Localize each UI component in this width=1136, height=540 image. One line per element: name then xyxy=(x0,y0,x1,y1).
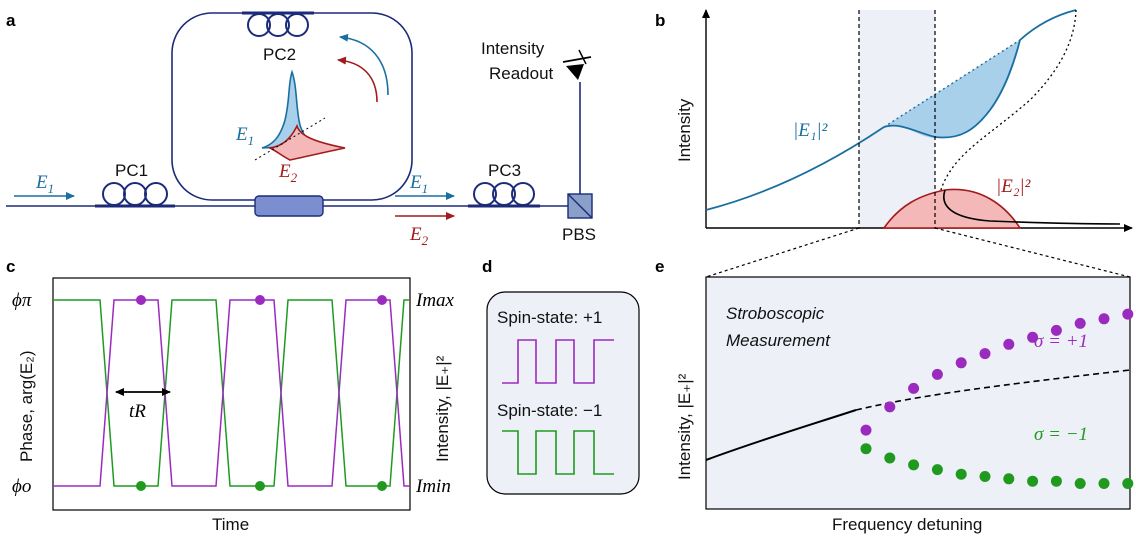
circulation-e2-arrow xyxy=(337,56,378,103)
phi-pi-label: ϕπ xyxy=(12,290,32,311)
photodetector-icon xyxy=(562,49,592,80)
e-dots xyxy=(860,308,1134,489)
panel-label-e: e xyxy=(655,257,664,276)
c-y-label-right: Intensity, |E₊|² xyxy=(433,355,452,462)
i-min-label: Imin xyxy=(415,476,451,497)
panel-label-a: a xyxy=(6,11,16,30)
sigma-minus-point xyxy=(955,468,967,480)
sigma-minus-point xyxy=(931,464,943,476)
pc2-label: PC2 xyxy=(263,45,296,64)
sigma-plus-point xyxy=(1027,331,1039,343)
pulse-e2 xyxy=(267,123,346,161)
zoom-line-left xyxy=(705,227,860,278)
sigma-plus-point xyxy=(884,401,896,413)
e1-curve-lower xyxy=(705,126,885,211)
sigma-plus-point xyxy=(979,348,991,360)
i-max-label: Imax xyxy=(415,290,455,311)
readout-label-line2: Readout xyxy=(489,64,554,83)
e-dashed-curve xyxy=(855,369,1131,411)
b-y-label: Intensity xyxy=(675,98,694,162)
e1-curve-upper xyxy=(883,9,1077,139)
c-x-label: Time xyxy=(212,515,249,534)
sigma-plus-point xyxy=(955,357,967,369)
c-purple-dot xyxy=(377,295,387,305)
e-y-label: Intensity, |E₊|² xyxy=(675,373,694,480)
readout-label-line1: Intensity xyxy=(481,39,545,58)
c-green-dot xyxy=(377,481,387,491)
pc3-label: PC3 xyxy=(488,161,521,180)
pulse-e2-label: E2 xyxy=(278,161,298,185)
panel-label-b: b xyxy=(655,11,665,30)
sigma-plus-point xyxy=(1122,308,1134,320)
c-green-dot xyxy=(136,481,146,491)
zoom-line-right xyxy=(934,227,1131,278)
pbs-label: PBS xyxy=(562,225,596,244)
panel-c: c tR ϕπ ϕo Imax Imin Phase, arg(E₂) Inte… xyxy=(6,257,455,534)
panel-d: d Spin-state: +1 Spin-state: −1 xyxy=(482,257,640,495)
pulse-e1-label: E1 xyxy=(235,124,254,148)
sigma-minus-label: σ = −1 xyxy=(1034,424,1088,445)
fiber-coupler xyxy=(254,195,324,217)
sigma-plus-point xyxy=(860,424,872,436)
b-black-curve xyxy=(943,189,1121,225)
e-solid-curve xyxy=(705,409,857,461)
pc2-loops xyxy=(242,11,314,37)
pc3-loops xyxy=(468,182,540,208)
sigma-plus-point xyxy=(908,382,920,394)
pc1-loops xyxy=(95,182,175,208)
sigma-plus-point xyxy=(1050,324,1062,336)
sigma-minus-point xyxy=(1074,478,1086,489)
e-title-line2: Measurement xyxy=(726,331,831,350)
tr-label: tR xyxy=(129,401,146,422)
sigma-minus-point xyxy=(1122,478,1134,489)
spin-plus-wave xyxy=(502,339,614,384)
sigma-plus-label: σ = +1 xyxy=(1034,331,1088,352)
sigma-minus-point xyxy=(1003,473,1015,485)
pc1-label: PC1 xyxy=(115,161,148,180)
sigma-minus-point xyxy=(860,443,872,455)
sigma-plus-point xyxy=(1003,338,1015,350)
c-y-label-left: Phase, arg(E₂) xyxy=(17,351,36,462)
panel-label-c: c xyxy=(6,257,15,276)
spin-legend-box xyxy=(486,291,640,495)
b-e2-label: |E₂|² xyxy=(996,176,1031,197)
e-x-label: Frequency detuning xyxy=(832,515,982,534)
e1-bistable-region xyxy=(884,40,1020,138)
spin-minus-label: Spin-state: −1 xyxy=(497,401,602,420)
sigma-minus-point xyxy=(884,452,896,464)
sigma-plus-point xyxy=(1074,317,1086,329)
output-e1-label: E1 xyxy=(409,172,428,196)
circulation-e1-arrow xyxy=(339,33,389,96)
sigma-minus-point xyxy=(979,471,991,482)
sigma-minus-point xyxy=(1098,478,1110,489)
e-plot-frame xyxy=(705,276,1131,510)
sigma-minus-point xyxy=(1027,475,1039,487)
c-purple-dot xyxy=(136,295,146,305)
e2-region xyxy=(882,188,1022,229)
output-e2-label: E2 xyxy=(409,224,429,248)
spin-plus-label: Spin-state: +1 xyxy=(497,308,602,327)
phi-o-label: ϕo xyxy=(12,476,31,497)
sigma-minus-point xyxy=(1050,475,1062,487)
input-e1-label: E1 xyxy=(35,172,54,196)
sigma-plus-point xyxy=(1098,313,1110,325)
panel-label-d: d xyxy=(482,257,492,276)
c-green-dot xyxy=(255,481,265,491)
panel-b: b Intensity |E₁|² |E₂|² xyxy=(655,9,1133,232)
e-title-line1: Stroboscopic xyxy=(726,304,825,323)
b-e1-label: |E₁|² xyxy=(793,120,828,141)
c-purple-dot xyxy=(255,295,265,305)
e1-unstable-branch xyxy=(883,39,1021,128)
sigma-plus-point xyxy=(931,368,943,380)
spin-minus-wave xyxy=(502,430,614,475)
pulse-axis xyxy=(254,117,326,161)
panel-a: a PC2 PC1 PC3 xyxy=(6,11,596,248)
panel-e: e Stroboscopic Measurement σ = +1 σ = −1… xyxy=(655,257,1134,534)
sigma-minus-point xyxy=(908,459,920,471)
